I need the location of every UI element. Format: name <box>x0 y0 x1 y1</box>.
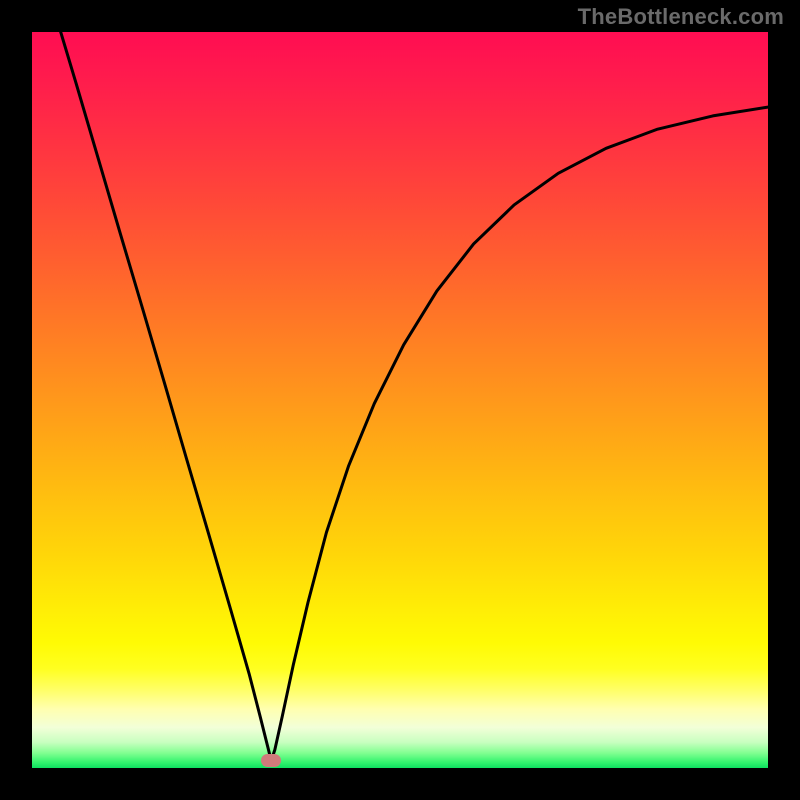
watermark-text: TheBottleneck.com <box>578 4 784 30</box>
figure-canvas: TheBottleneck.com <box>0 0 800 800</box>
curve-path <box>54 32 768 761</box>
frame-bottom <box>0 768 800 800</box>
frame-left <box>0 0 32 800</box>
bottleneck-curve <box>32 32 768 768</box>
plot-area <box>32 32 768 768</box>
frame-right <box>768 0 800 800</box>
minimum-marker <box>261 754 281 767</box>
